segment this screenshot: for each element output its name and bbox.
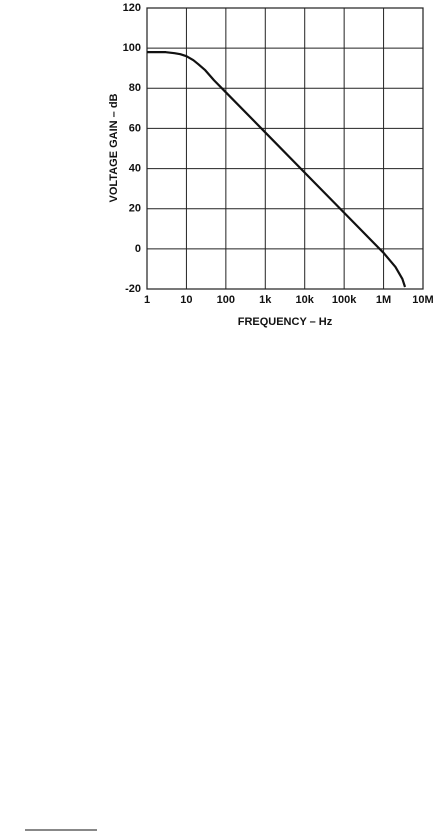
y-tick-label: 20: [129, 203, 141, 215]
x-axis-label: FREQUENCY – Hz: [238, 316, 333, 328]
x-tick-label: 1: [144, 294, 150, 306]
x-tick-label: 100: [217, 294, 235, 306]
data-line: [147, 51, 407, 288]
y-axis-label: VOLTAGE GAIN – dB: [108, 93, 120, 202]
y-tick-label: 0: [135, 243, 141, 255]
plot-frame: [146, 7, 424, 290]
y-tick-label: 80: [129, 82, 141, 94]
y-tick-label: -20: [125, 283, 141, 295]
y-tick-label: 120: [123, 2, 141, 14]
y-tick-label: 40: [129, 162, 141, 174]
y-tick-label: 60: [129, 122, 141, 134]
x-tick-label: 100k: [332, 294, 357, 306]
y-tick-label: 100: [123, 42, 141, 54]
x-tick-label: 10M: [412, 294, 433, 306]
x-tick-label: 10: [180, 294, 192, 306]
x-tick-label: 1M: [376, 294, 391, 306]
x-tick-label: 10k: [296, 294, 315, 306]
x-tick-label: 1k: [259, 294, 272, 306]
